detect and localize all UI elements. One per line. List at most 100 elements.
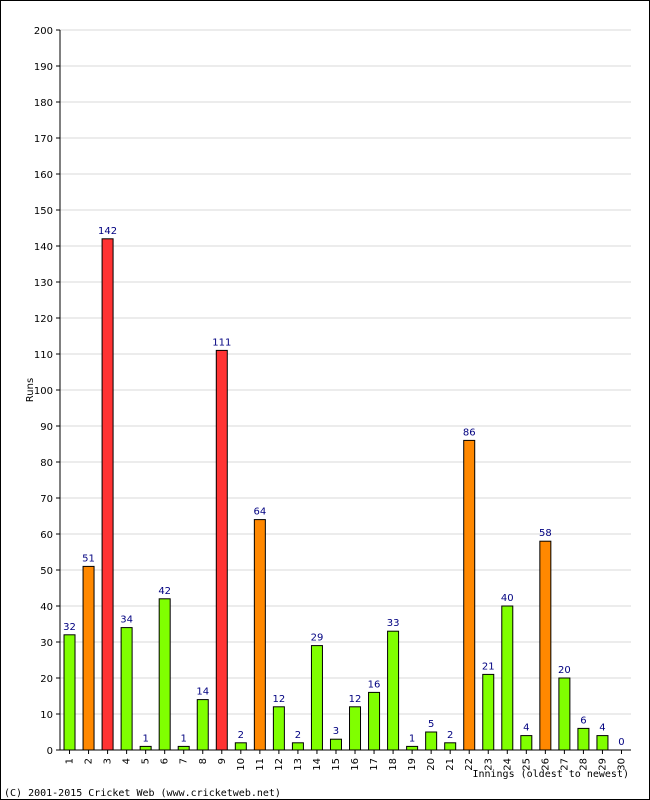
bar-innings-3 <box>101 238 114 751</box>
y-tick-labels: 0 10 20 30 40 50 60 70 80 90 100 110 120 130 140 150 160… <box>34 26 60 757</box>
bar-innings-8 <box>196 699 209 751</box>
y-tick-label: 160 <box>34 170 53 181</box>
bar-innings-13 <box>291 742 304 751</box>
bar-innings-11 <box>253 519 266 751</box>
bar-innings-16 <box>349 706 362 751</box>
data-label: 29 <box>311 633 324 644</box>
bar-innings-2 <box>82 565 95 751</box>
bar-innings-5 <box>139 745 152 751</box>
data-label: 12 <box>349 694 362 705</box>
x-tick-label: 28 <box>578 758 589 771</box>
x-tick-label: 5 <box>141 758 152 764</box>
y-tick-label: 20 <box>40 674 53 685</box>
x-tick-label: 12 <box>274 758 285 771</box>
data-label: 3 <box>333 726 339 737</box>
x-tick-label: 10 <box>236 758 247 771</box>
axes <box>59 30 631 751</box>
x-tick-label: 15 <box>331 758 342 771</box>
y-tick-label: 90 <box>40 422 53 433</box>
x-tick-label: 20 <box>426 758 437 771</box>
data-label: 2 <box>238 730 244 741</box>
x-tick-label: 25 <box>521 758 532 771</box>
bar-innings-23 <box>482 673 495 751</box>
x-tick-label: 14 <box>312 758 323 771</box>
data-label: 32 <box>63 622 76 633</box>
bar-innings-14 <box>310 645 323 751</box>
x-tick-label: 24 <box>502 758 513 771</box>
bar-innings-20 <box>425 731 438 751</box>
x-axis-title: Innings (oldest to newest) <box>472 769 629 780</box>
data-labels: 3251142341421141112641222931216331528621… <box>63 226 625 748</box>
x-tick-label: 9 <box>217 758 228 764</box>
data-label: 1 <box>409 733 415 744</box>
y-tick-label: 180 <box>34 98 53 109</box>
bars <box>63 238 609 751</box>
data-label: 64 <box>253 507 266 518</box>
x-tick-label: 8 <box>198 758 209 764</box>
x-tick-label: 21 <box>445 758 456 771</box>
bar-innings-19 <box>406 745 419 751</box>
y-tick-label: 110 <box>34 350 53 361</box>
y-tick-label: 10 <box>40 710 53 721</box>
y-tick-label: 190 <box>34 62 53 73</box>
y-tick-label: 200 <box>34 26 53 37</box>
data-label: 21 <box>482 661 495 672</box>
x-tick-label: 1 <box>65 758 76 764</box>
x-tick-label: 27 <box>559 758 570 771</box>
x-tick-label: 3 <box>103 758 114 764</box>
bar-innings-22 <box>463 439 476 751</box>
copyright-footer: (C) 2001-2015 Cricket Web (www.cricketwe… <box>4 788 281 799</box>
bar-innings-26 <box>539 540 552 751</box>
data-label: 0 <box>618 737 624 748</box>
x-tick-label: 22 <box>464 758 475 771</box>
bar-innings-24 <box>501 605 514 751</box>
y-tick-label: 40 <box>40 602 53 613</box>
data-label: 14 <box>196 687 209 698</box>
bar-innings-27 <box>558 677 571 751</box>
bar-innings-7 <box>177 745 190 751</box>
y-tick-label: 0 <box>47 746 53 757</box>
bar-innings-17 <box>368 691 381 751</box>
y-tick-label: 70 <box>40 494 53 505</box>
x-tick-label: 13 <box>293 758 304 771</box>
y-tick-label: 120 <box>34 314 53 325</box>
x-tick-label: 11 <box>255 758 266 771</box>
x-tick-labels: 1 2 3 4 5 6 7 8 9 10 11 12 13 14 15 16 17 18 19 20 21 22 23 24 2… <box>65 750 627 771</box>
x-tick-label: 4 <box>122 758 133 764</box>
data-label: 4 <box>599 723 605 734</box>
bar-innings-29 <box>596 735 609 751</box>
x-tick-label: 23 <box>483 758 494 771</box>
data-label: 1 <box>181 733 187 744</box>
bar-innings-6 <box>158 598 171 751</box>
data-label: 51 <box>82 553 95 564</box>
x-tick-label: 30 <box>616 758 627 771</box>
data-label: 4 <box>523 723 529 734</box>
x-tick-label: 16 <box>350 758 361 771</box>
y-tick-label: 170 <box>34 134 53 145</box>
data-label: 40 <box>501 593 514 604</box>
x-tick-label: 2 <box>84 758 95 764</box>
data-label: 6 <box>580 715 586 726</box>
y-tick-label: 60 <box>40 530 53 541</box>
x-tick-label: 7 <box>179 758 190 764</box>
data-label: 2 <box>447 730 453 741</box>
bar-innings-4 <box>120 627 133 751</box>
data-label: 86 <box>463 427 476 438</box>
bar-innings-9 <box>215 349 228 751</box>
data-label: 34 <box>120 615 133 626</box>
data-label: 58 <box>539 528 552 539</box>
gridlines <box>60 29 631 715</box>
x-tick-label: 6 <box>160 758 171 764</box>
y-tick-label: 50 <box>40 566 53 577</box>
data-label: 111 <box>212 337 231 348</box>
data-label: 142 <box>98 226 117 237</box>
x-tick-label: 26 <box>540 758 551 771</box>
x-tick-label: 29 <box>597 758 608 771</box>
y-tick-label: 140 <box>34 242 53 253</box>
bar-innings-21 <box>444 742 457 751</box>
y-tick-label: 80 <box>40 458 53 469</box>
bar-innings-12 <box>272 706 285 751</box>
data-label: 12 <box>273 694 286 705</box>
bar-innings-1 <box>63 634 76 751</box>
